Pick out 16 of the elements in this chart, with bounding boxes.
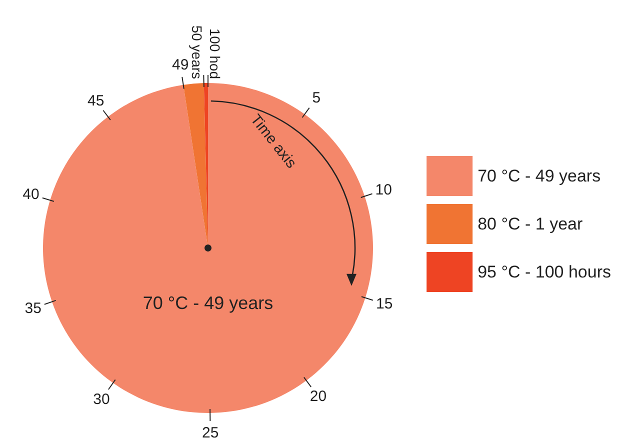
legend-label: 95 °C - 100 hours [478, 262, 612, 282]
text: 20 [310, 388, 327, 406]
text: 15 [376, 295, 393, 312]
text: 70 °C - 49 years [142, 293, 274, 313]
text: 5 [312, 90, 321, 107]
text: 100 hod [207, 28, 223, 79]
text: 10 [375, 181, 392, 198]
legend-label: 80 °C - 1 year [478, 214, 583, 234]
text: 50 years [188, 25, 205, 80]
text: 40 [22, 186, 40, 203]
legend-label: 70 °C - 49 years [478, 166, 601, 186]
text: 30 [93, 390, 110, 408]
text: 49 [172, 56, 189, 74]
text: 45 [88, 92, 104, 110]
text: 25 [202, 424, 219, 442]
text: 35 [24, 300, 42, 317]
